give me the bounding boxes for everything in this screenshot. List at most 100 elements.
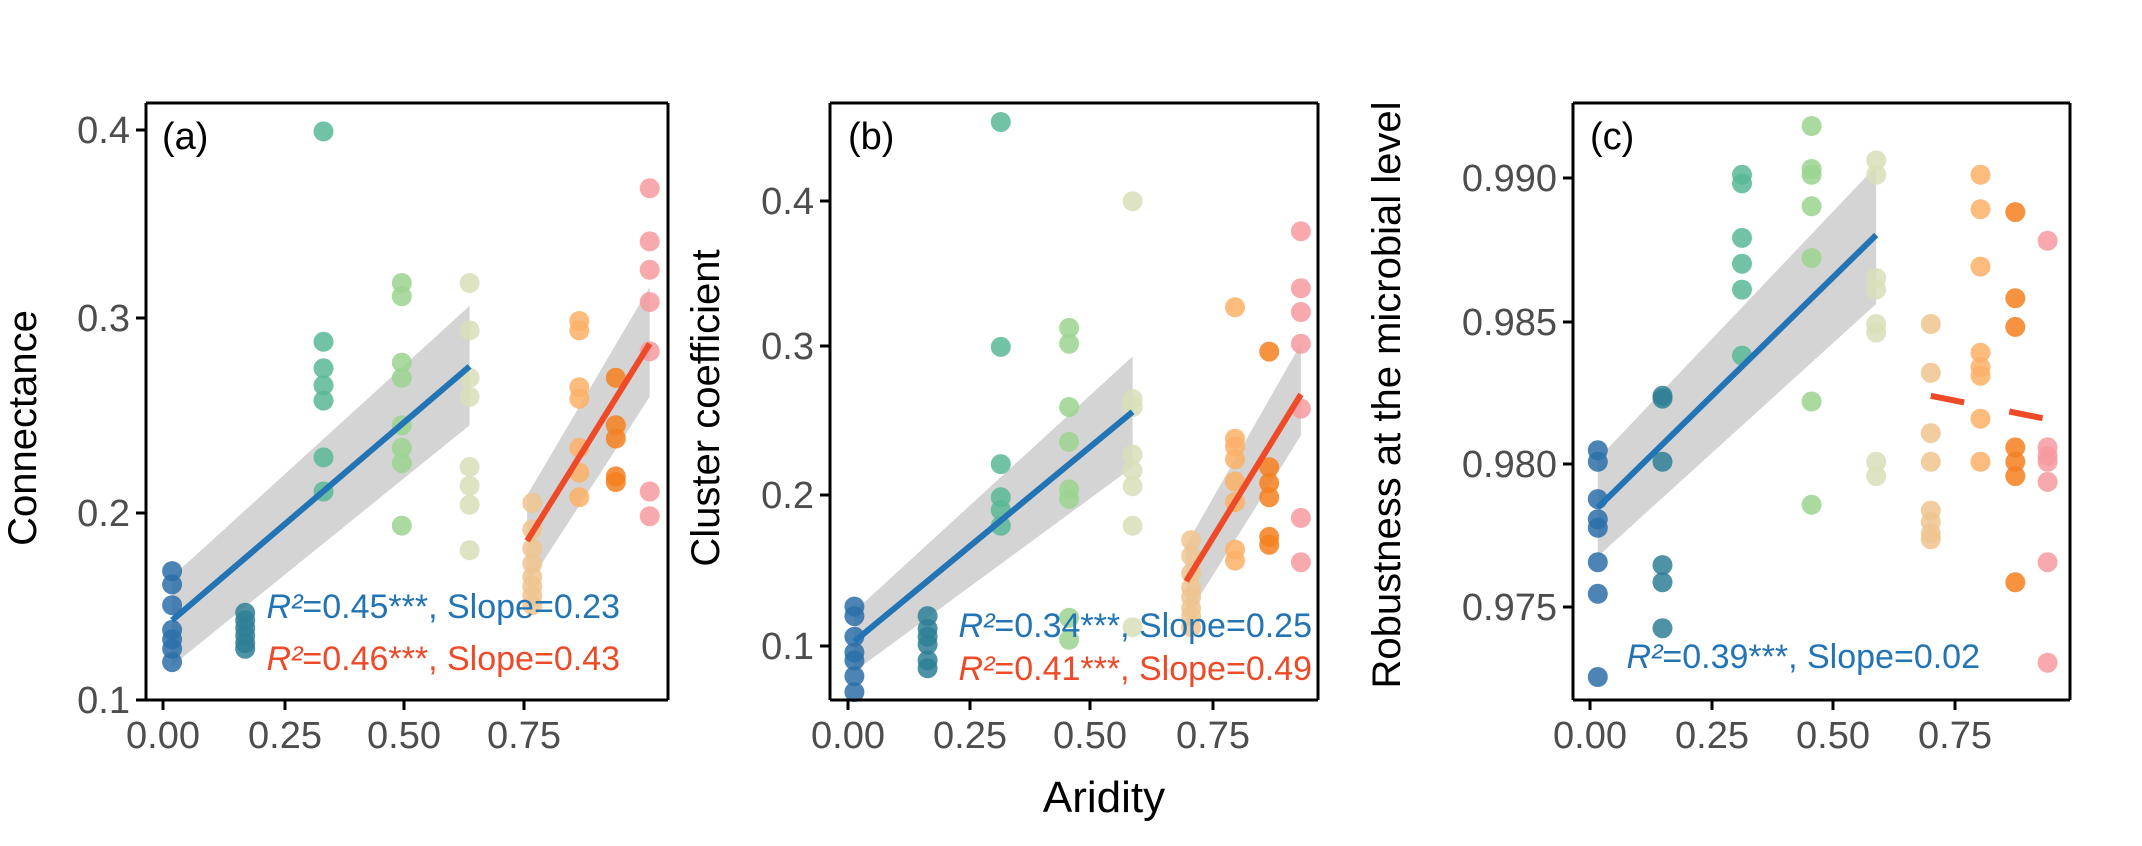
data-point (162, 574, 183, 595)
data-point (605, 428, 626, 449)
x-tick-label: 0.75 (487, 715, 561, 757)
data-point (2005, 451, 2026, 472)
data-point (1732, 253, 1752, 274)
data-point (1259, 487, 1280, 508)
data-point (844, 682, 865, 703)
data-point (1181, 617, 1202, 638)
x-tick-label: 0.75 (1918, 715, 1992, 757)
data-point (1652, 555, 1673, 576)
ylabel-a: Connectance (1, 310, 45, 546)
data-point (1652, 572, 1673, 593)
stat-annotation: R²=0.46***, Slope=0.43 (267, 640, 621, 678)
data-point (1122, 397, 1143, 417)
data-point (1652, 388, 1673, 409)
data-point (1290, 552, 1311, 573)
data-point (313, 447, 334, 468)
data-point (2037, 652, 2058, 673)
data-point (2037, 471, 2058, 492)
data-point (844, 606, 865, 627)
data-point (459, 494, 480, 515)
y-tick-label: 0.3 (77, 298, 130, 340)
data-point (844, 626, 865, 647)
data-point (2005, 288, 2026, 309)
data-point (522, 538, 543, 559)
stat-annotation: R²=0.45***, Slope=0.23 (267, 588, 621, 626)
data-point (844, 666, 865, 687)
data-point (639, 506, 660, 527)
confidence-band (527, 286, 650, 587)
data-point (1587, 517, 1608, 538)
data-point (2005, 202, 2026, 223)
x-tick-label: 0.25 (933, 715, 1007, 757)
y-tick-label: 0.4 (761, 181, 814, 223)
data-point (2005, 466, 2026, 487)
data-point (1970, 365, 1991, 386)
y-tick-label: 0.1 (761, 626, 814, 668)
data-point (1290, 507, 1311, 528)
data-point (1920, 314, 1941, 334)
data-point (605, 367, 626, 388)
data-point (990, 112, 1011, 132)
fit-line (1183, 392, 1304, 583)
panel-tag-c: (c) (1590, 116, 1634, 158)
data-point (1732, 173, 1752, 194)
data-point (569, 320, 590, 341)
panel-a: (a) Connectance 0.1 0.2 0.3 0.4 0.00 0.25 0.50… (1, 101, 670, 757)
data-point (1225, 550, 1245, 571)
data-point (2005, 572, 2026, 593)
data-point (313, 390, 334, 411)
data-point (1122, 460, 1143, 481)
data-point (1059, 333, 1080, 354)
data-point (313, 375, 334, 396)
data-point (1587, 552, 1608, 573)
data-point (1259, 473, 1280, 494)
data-point (1225, 471, 1245, 492)
data-point (1587, 583, 1608, 604)
data-point (235, 638, 256, 659)
data-point (162, 652, 183, 673)
data-point (391, 286, 412, 307)
data-point (1970, 408, 1991, 429)
data-point (605, 472, 626, 492)
data-point (313, 358, 334, 379)
data-point (639, 292, 660, 312)
data-point (1059, 317, 1080, 338)
data-point (2037, 230, 2058, 251)
y-tick-label: 0.975 (1462, 587, 1557, 629)
data-point (1587, 667, 1608, 687)
data-point (1587, 451, 1608, 472)
data-point (1225, 449, 1245, 470)
data-point (459, 456, 480, 477)
y-tick-label: 0.990 (1462, 158, 1557, 200)
data-point (1059, 488, 1080, 509)
stat-annotation: R²=0.34***, Slope=0.25 (959, 607, 1313, 645)
stat-r2-symbol: R² (1627, 638, 1665, 676)
stat-r2-symbol: R² (267, 588, 305, 626)
data-point (990, 454, 1011, 475)
data-point (1652, 618, 1673, 639)
data-point (1122, 476, 1143, 497)
data-point (569, 388, 590, 409)
panel-c: (c) Robustness at the microbial level 0.… (1365, 101, 2072, 757)
data-point (1259, 534, 1280, 555)
fit-line (852, 409, 1135, 644)
stat-r2-symbol: R² (959, 650, 997, 688)
data-point (1122, 191, 1143, 212)
data-point (1059, 397, 1080, 417)
data-point (2005, 437, 2026, 458)
stat-annotation: R²=0.39***, Slope=0.02 (1627, 638, 1981, 676)
data-point (2037, 451, 2058, 472)
data-point (459, 386, 480, 407)
data-point (1866, 150, 1887, 171)
data-point (1225, 297, 1245, 318)
x-tick-label: 0.25 (1675, 715, 1749, 757)
data-point (1122, 617, 1143, 638)
data-point (1652, 451, 1673, 472)
data-point (1920, 529, 1941, 550)
data-point (1059, 629, 1080, 650)
data-point (639, 178, 660, 199)
stat-values: =0.39***, Slope=0.02 (1662, 638, 1980, 676)
y-tick-label: 0.3 (761, 326, 814, 368)
data-point (522, 595, 543, 616)
y-tick-label: 0.980 (1462, 444, 1557, 486)
